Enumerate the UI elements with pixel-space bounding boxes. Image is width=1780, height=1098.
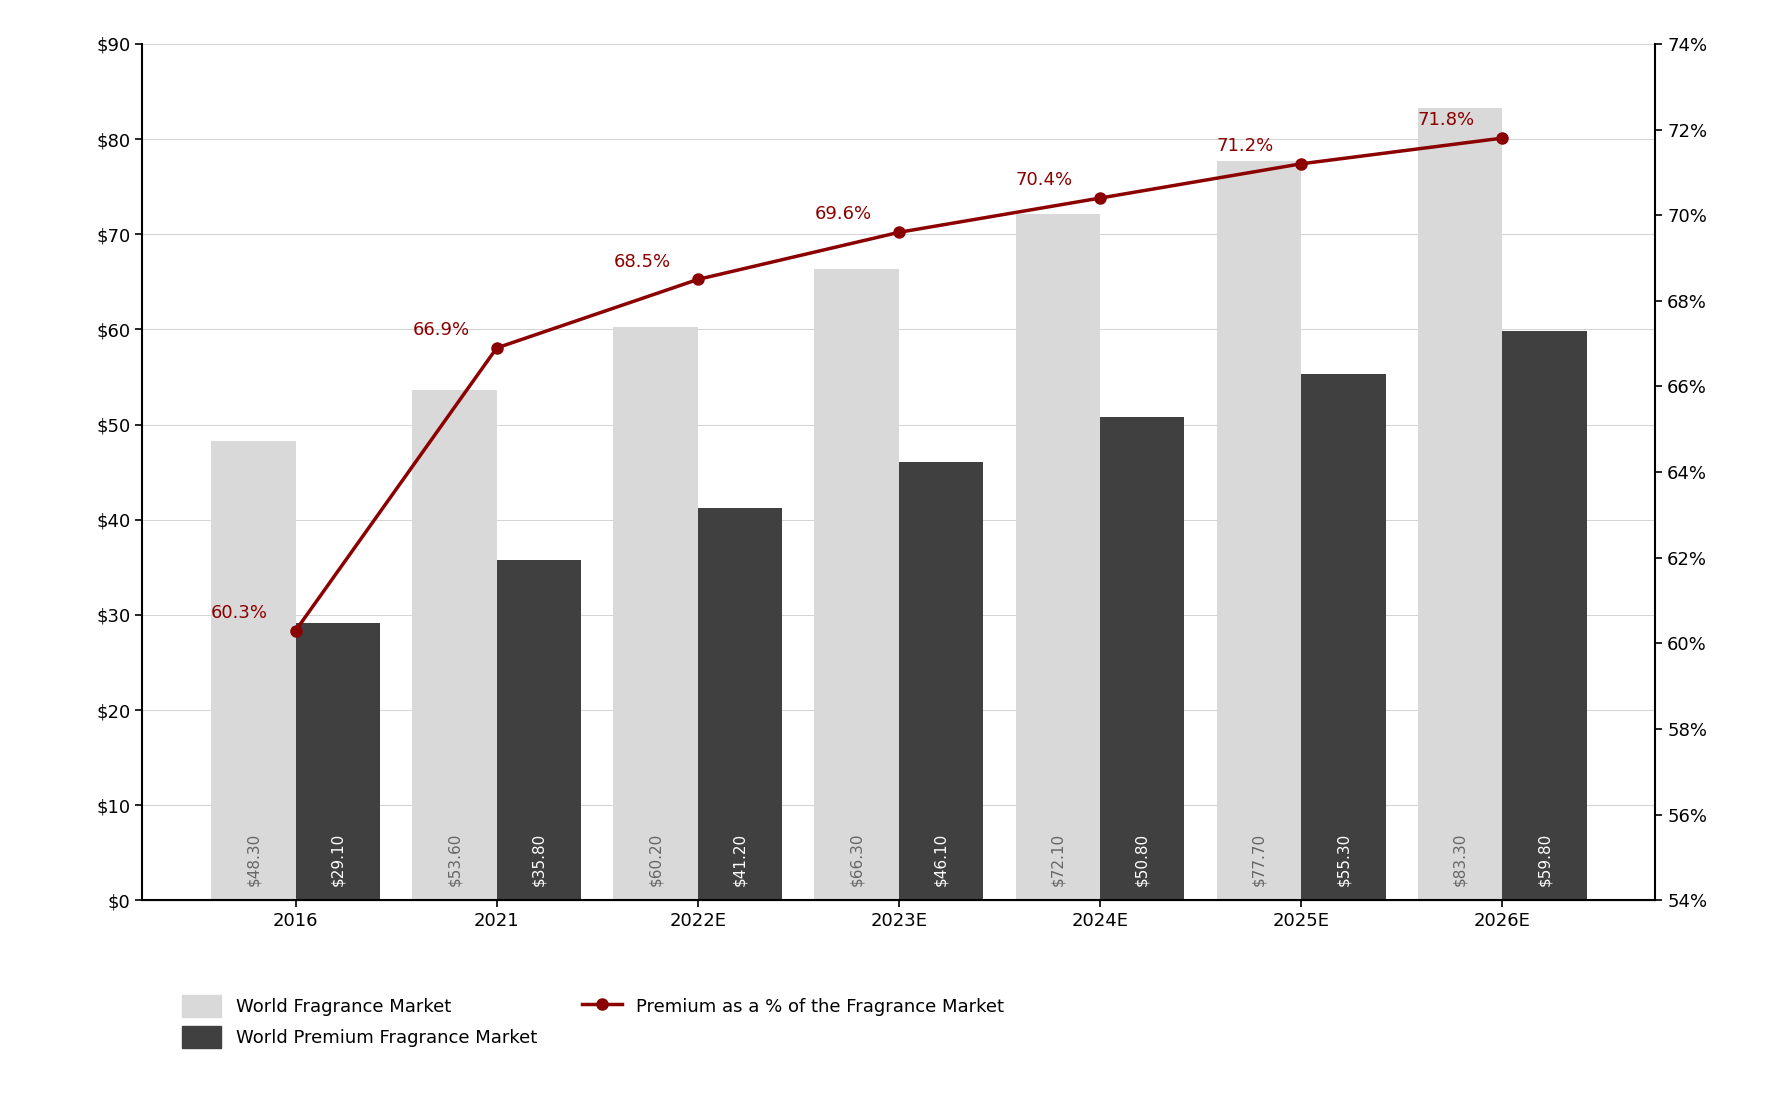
Text: $60.20: $60.20 [648,833,664,886]
Premium as a % of the Fragrance Market [888,226,910,239]
Text: 66.9%: 66.9% [413,321,470,339]
Text: $72.10: $72.10 [1050,833,1064,886]
Text: $50.80: $50.80 [1134,833,1150,886]
Text: $29.10: $29.10 [331,833,345,886]
Text: $46.10: $46.10 [934,833,949,886]
Bar [1100,417,1184,900]
Text: $48.30: $48.30 [246,833,262,886]
Text: 70.4%: 70.4% [1016,171,1073,189]
Text: $35.80: $35.80 [532,833,546,886]
Bar [1301,374,1385,900]
Bar [899,461,983,900]
Bar [295,624,381,900]
Text: 71.8%: 71.8% [1417,111,1476,130]
Bar [1417,108,1502,900]
Text: $77.70: $77.70 [1251,833,1266,886]
Premium as a % of the Fragrance Market [285,624,306,637]
Bar [815,269,899,900]
Bar [1016,214,1100,900]
Text: 68.5%: 68.5% [614,253,671,270]
Premium as a % of the Fragrance Market [1492,132,1513,145]
Legend: World Fragrance Market, World Premium Fragrance Market, Premium as a % of the Fr: World Fragrance Market, World Premium Fr… [182,995,1004,1049]
Bar [614,327,698,900]
Text: $83.30: $83.30 [1452,832,1467,886]
Premium as a % of the Fragrance Market [1290,157,1312,170]
Bar [413,390,497,900]
Bar [1216,161,1301,900]
Text: $66.30: $66.30 [849,832,863,886]
Premium as a % of the Fragrance Market [486,341,507,355]
Text: $41.20: $41.20 [733,833,748,886]
Premium as a % of the Fragrance Market [1089,191,1111,204]
Bar [497,560,582,900]
Bar [1502,332,1586,900]
Bar [698,508,781,900]
Text: $53.60: $53.60 [447,832,463,886]
Text: 71.2%: 71.2% [1216,137,1274,155]
Text: $55.30: $55.30 [1335,833,1351,886]
Text: 69.6%: 69.6% [815,205,872,224]
Text: 60.3%: 60.3% [212,604,269,621]
Bar [212,440,295,900]
Premium as a % of the Fragrance Market [687,273,708,287]
Text: $59.80: $59.80 [1536,833,1552,886]
Line: Premium as a % of the Fragrance Market: Premium as a % of the Fragrance Market [290,133,1508,636]
